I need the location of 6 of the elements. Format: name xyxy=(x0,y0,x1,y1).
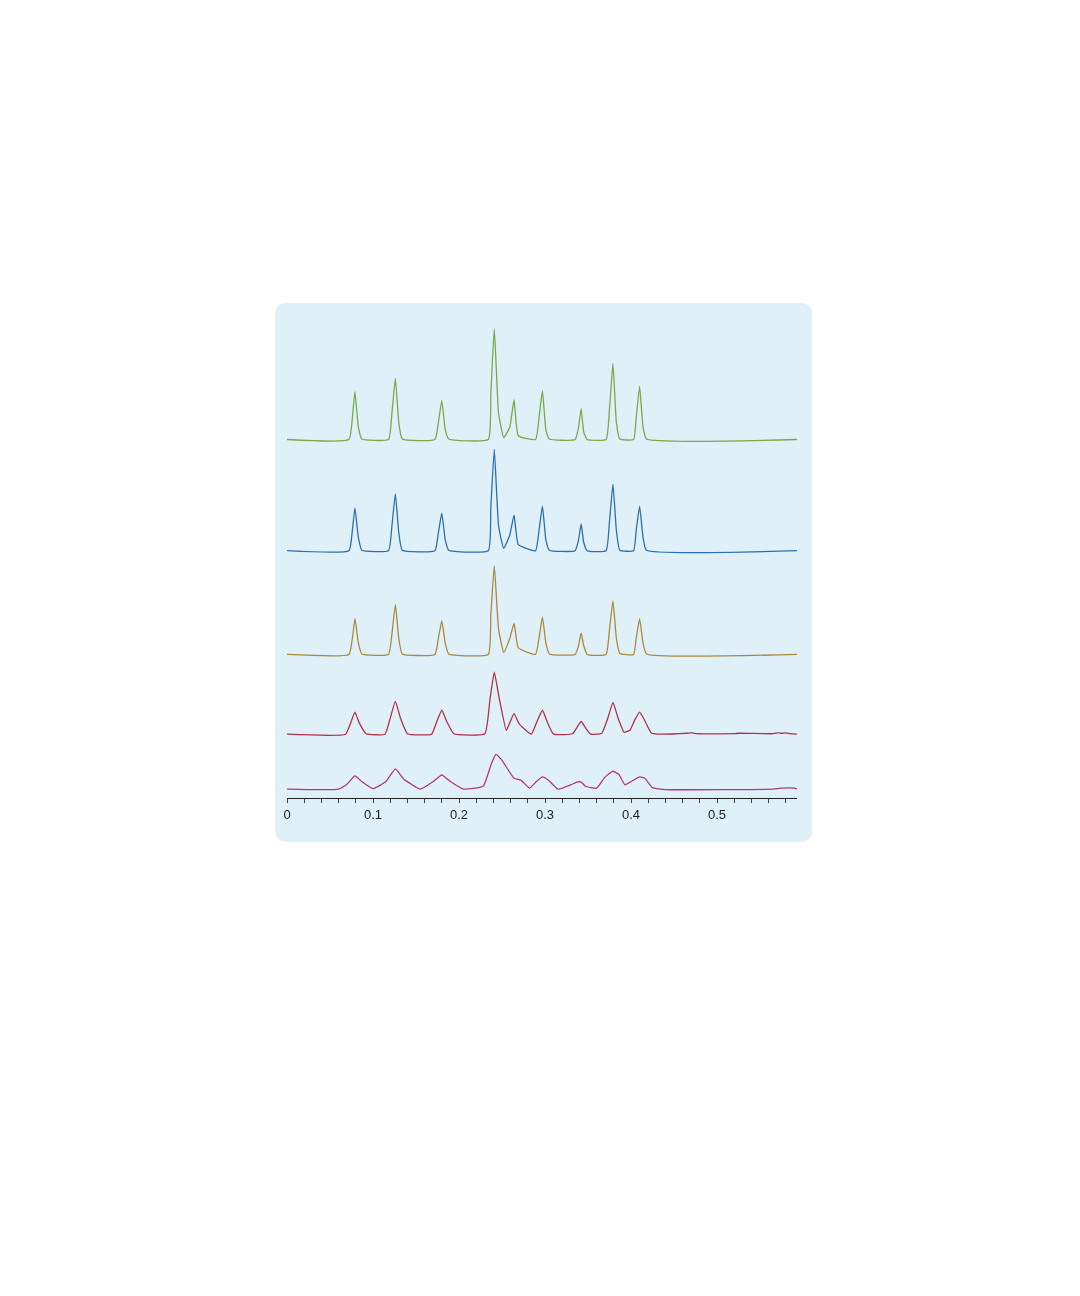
x-tick-label: 0 xyxy=(283,806,291,822)
x-tick-label: 0.1 xyxy=(363,806,383,822)
x-tick-label: 0.3 xyxy=(535,806,555,822)
x-tick-label: 0.5 xyxy=(707,806,727,822)
x-tick-label: 0.4 xyxy=(621,806,641,822)
x-tick-label: 0.2 xyxy=(449,806,469,822)
